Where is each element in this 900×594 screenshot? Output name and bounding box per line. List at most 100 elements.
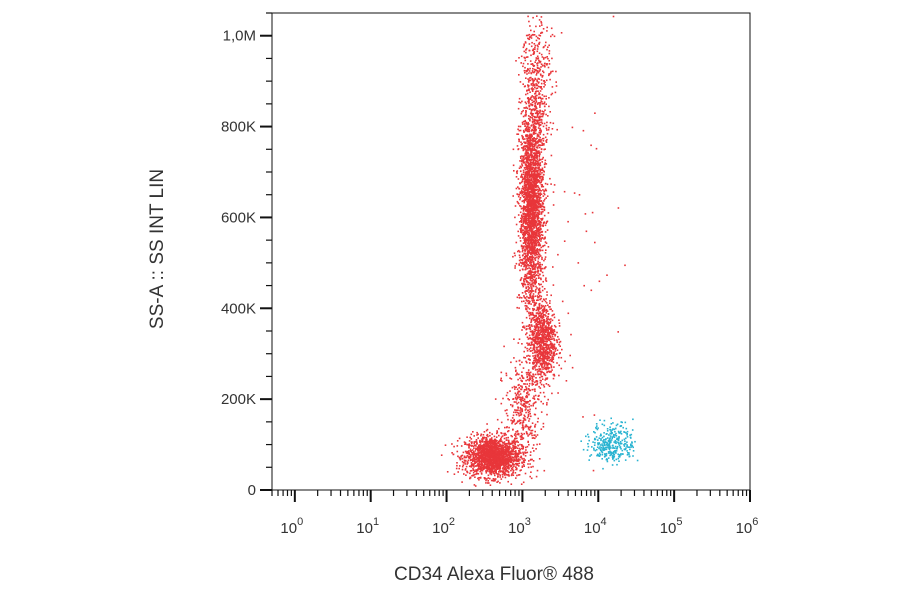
event-point: [538, 340, 541, 343]
event-point: [528, 220, 531, 222]
event-point: [538, 175, 540, 178]
event-point: [524, 278, 527, 281]
event-point: [495, 449, 497, 452]
event-point: [530, 184, 532, 187]
event-point: [529, 269, 532, 272]
event-point: [530, 285, 532, 288]
event-point: [482, 446, 485, 449]
event-point: [505, 468, 507, 470]
event-point: [510, 465, 512, 467]
event-point: [532, 333, 535, 336]
event-point: [546, 121, 548, 124]
event-point: [529, 159, 531, 162]
event-point: [500, 436, 503, 438]
event-point: [535, 244, 538, 246]
event-point: [541, 309, 544, 312]
event-point: [491, 440, 494, 443]
event-point: [530, 197, 533, 199]
event-point: [554, 333, 557, 336]
event-point: [537, 356, 539, 358]
event-point: [536, 194, 539, 197]
event-point: [538, 296, 540, 298]
event-point: [525, 112, 527, 114]
event-point: [485, 463, 487, 465]
event-point: [538, 224, 541, 226]
event-point: [506, 469, 508, 472]
event-point: [542, 329, 544, 332]
event-point: [526, 165, 529, 168]
event-point: [535, 302, 538, 304]
event-point: [547, 313, 550, 315]
event-point: [532, 71, 534, 74]
event-point: [520, 224, 523, 226]
event-point: [525, 217, 527, 219]
event-point: [510, 434, 512, 437]
event-point: [534, 384, 537, 386]
event-point: [537, 275, 540, 277]
event-point: [496, 431, 499, 434]
event-point: [484, 441, 486, 443]
event-point: [473, 458, 476, 460]
event-point: [525, 106, 528, 109]
event-point: [548, 306, 550, 308]
event-point: [535, 448, 537, 450]
event-point: [521, 218, 523, 221]
event-point: [528, 287, 531, 289]
event-point: [530, 76, 532, 79]
event-point: [525, 195, 527, 197]
event-point: [544, 182, 547, 185]
event-point: [547, 370, 550, 373]
event-point: [542, 314, 545, 316]
event-point: [527, 121, 529, 124]
event-point: [519, 251, 521, 253]
event-point: [493, 450, 496, 452]
event-point: [544, 258, 546, 260]
event-point: [536, 383, 538, 386]
event-point: [481, 452, 483, 454]
event-point: [500, 461, 503, 464]
event-point: [470, 441, 473, 443]
event-point: [542, 319, 545, 321]
event-point: [533, 316, 536, 319]
event-point: [540, 295, 543, 298]
event-point: [476, 454, 479, 456]
event-point: [488, 462, 491, 465]
event-point: [528, 237, 531, 240]
event-point: [530, 324, 533, 326]
event-point: [547, 357, 550, 360]
event-point: [530, 252, 533, 255]
event-point: [543, 337, 546, 339]
event-point: [528, 173, 531, 175]
event-point: [518, 259, 521, 262]
event-point: [466, 450, 469, 453]
event-point: [545, 312, 548, 314]
event-point: [530, 320, 533, 322]
event-point: [527, 170, 530, 173]
event-point: [493, 435, 496, 438]
event-point: [524, 199, 527, 201]
event-point: [531, 282, 534, 284]
event-point: [540, 354, 542, 357]
event-point: [535, 288, 537, 291]
event-point: [541, 370, 543, 373]
event-point: [530, 242, 532, 244]
event-point: [529, 262, 531, 264]
event-point: [535, 97, 537, 99]
event-point: [472, 464, 475, 466]
event-point: [540, 347, 542, 349]
event-point: [527, 299, 530, 302]
event-point: [527, 200, 529, 202]
event-point: [526, 137, 528, 140]
event-point: [498, 460, 500, 462]
event-point: [512, 469, 515, 472]
event-point: [513, 451, 516, 453]
event-point: [479, 457, 481, 459]
event-point: [468, 453, 471, 455]
event-point: [494, 478, 497, 480]
event-point: [534, 356, 537, 359]
event-point: [456, 445, 459, 447]
event-point: [493, 455, 496, 457]
event-point: [498, 473, 500, 475]
event-point: [537, 370, 540, 372]
event-point: [543, 171, 545, 173]
